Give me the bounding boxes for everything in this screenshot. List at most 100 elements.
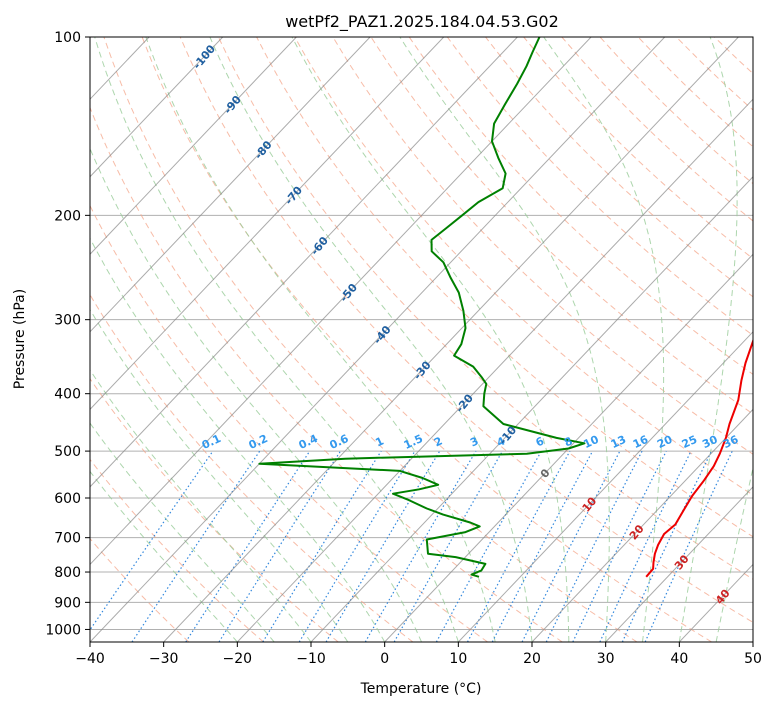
dry-adiabat-line bbox=[752, 37, 753, 39]
isotherm-line bbox=[90, 37, 518, 488]
x-tick-label: −20 bbox=[223, 651, 253, 667]
moist-adiabat-line bbox=[678, 37, 738, 642]
mixing-ratio-line bbox=[185, 450, 311, 642]
dry-adiabat-line bbox=[90, 458, 264, 642]
mixing-ratio-label: 2 bbox=[432, 434, 444, 449]
isotherm-line bbox=[531, 408, 753, 642]
isotherm-line bbox=[752, 641, 753, 642]
plot-frame bbox=[89, 36, 754, 643]
mixing-ratio-label: 0.4 bbox=[297, 432, 320, 452]
mixing-ratio-label: 30 bbox=[700, 433, 720, 451]
dry-adiabat-line bbox=[294, 37, 753, 496]
dry-adiabat-line bbox=[408, 37, 753, 375]
x-tick-label: 10 bbox=[449, 651, 467, 667]
moist-adiabat-line bbox=[90, 422, 275, 642]
x-tick-label: 50 bbox=[744, 651, 762, 667]
x-tick-label: 20 bbox=[523, 651, 541, 667]
y-tick-label: 1000 bbox=[45, 622, 81, 638]
mixing-ratio-label: 16 bbox=[631, 433, 651, 451]
moist-adiabat-line bbox=[90, 470, 238, 642]
mixing-ratio-line bbox=[262, 450, 382, 642]
sounding-series bbox=[258, 37, 753, 578]
dry-adiabats bbox=[90, 37, 753, 642]
x-tick-label: 30 bbox=[597, 651, 615, 667]
y-tick-label: 300 bbox=[54, 313, 81, 329]
y-tick-label: 700 bbox=[54, 531, 81, 547]
x-tick-label: −30 bbox=[149, 651, 179, 667]
moist-adiabat-line bbox=[209, 37, 533, 642]
isotherm-line bbox=[457, 331, 753, 642]
x-tick-label: −40 bbox=[75, 651, 105, 667]
x-tick-label: −10 bbox=[296, 651, 326, 667]
chart-title: wetPf2_PAZ1.2025.184.04.53.G02 bbox=[285, 12, 559, 32]
moist-adiabats bbox=[90, 37, 753, 642]
dry-adiabat-line bbox=[90, 204, 488, 642]
dry-adiabat-line bbox=[599, 37, 753, 185]
moist-adiabat-line bbox=[145, 37, 496, 642]
y-tick-label: 900 bbox=[54, 595, 81, 611]
isotherm-line bbox=[90, 37, 445, 411]
mixing-ratio-label: 13 bbox=[609, 433, 628, 451]
moist-adiabat-line bbox=[715, 465, 753, 642]
mixing-ratio-line bbox=[393, 450, 504, 642]
temperature-profile-line bbox=[645, 338, 753, 578]
isotherm-line bbox=[678, 563, 753, 642]
dry-adiabat-line bbox=[561, 37, 753, 222]
mixing-ratio-line bbox=[599, 450, 692, 642]
isotherm-line bbox=[236, 98, 753, 642]
isotherms bbox=[0, 37, 753, 642]
dry-adiabat-line bbox=[141, 37, 712, 642]
dry-adiabat-line bbox=[256, 37, 753, 538]
mixing-ratio-label: 20 bbox=[655, 433, 675, 451]
mixing-ratio-line bbox=[90, 450, 214, 631]
mixing-ratio-label: 0.1 bbox=[200, 432, 223, 452]
x-axis-ticks: −40 −30 −20 −10 0 10 20 30 40 50 bbox=[75, 642, 762, 667]
dewpoint-profile-line bbox=[258, 37, 586, 578]
mixing-ratio-label: 25 bbox=[680, 433, 699, 451]
y-tick-label: 500 bbox=[54, 444, 81, 460]
isotherm-line bbox=[90, 37, 371, 333]
dry-adiabat-line bbox=[332, 37, 753, 455]
mixing-ratio-label: 1 bbox=[373, 434, 385, 449]
mixing-ratio-label: 3 bbox=[468, 434, 480, 449]
moist-adiabat-line bbox=[94, 37, 459, 642]
dry-adiabat-line bbox=[179, 37, 753, 623]
isotherm-line bbox=[90, 37, 297, 256]
mixing-ratio-line bbox=[364, 450, 477, 642]
dry-adiabat-line bbox=[370, 37, 753, 415]
mixing-ratio-label: 10 bbox=[581, 433, 601, 451]
moist-adiabat-line bbox=[399, 37, 610, 642]
moist-adiabat-line bbox=[543, 37, 665, 642]
moist-adiabat-line bbox=[90, 237, 386, 642]
mixing-ratio-line bbox=[572, 450, 667, 642]
isotherm-line bbox=[605, 486, 753, 642]
y-tick-label: 100 bbox=[54, 30, 81, 46]
mixing-ratio-label: 36 bbox=[721, 433, 741, 451]
mixing-ratio-lines bbox=[90, 450, 733, 642]
y-tick-label: 200 bbox=[54, 208, 81, 224]
x-axis-label: Temperature (°C) bbox=[360, 681, 482, 697]
dry-adiabat-line bbox=[90, 377, 339, 642]
dry-adiabat-line bbox=[90, 537, 190, 642]
dry-adiabat-line bbox=[637, 37, 753, 148]
dry-adiabat-line bbox=[217, 37, 753, 580]
isotherm-line bbox=[90, 37, 224, 178]
moist-adiabat-line bbox=[90, 308, 349, 642]
mixing-ratio-line bbox=[325, 450, 441, 642]
isotherm-line bbox=[310, 176, 753, 642]
mixing-ratio-line bbox=[466, 450, 571, 642]
x-tick-label: 0 bbox=[380, 651, 389, 667]
isotherm-line bbox=[90, 37, 592, 566]
mixing-ratio-line bbox=[131, 450, 261, 642]
isotherm-line bbox=[163, 37, 739, 642]
isotherm-line bbox=[384, 253, 753, 642]
mixing-ratio-line bbox=[545, 450, 643, 642]
isotherm-line bbox=[0, 37, 2, 642]
y-tick-label: 800 bbox=[54, 565, 81, 581]
y-tick-label: 600 bbox=[54, 491, 81, 507]
isotherm-line bbox=[90, 37, 666, 642]
x-tick-label: 40 bbox=[670, 651, 688, 667]
plot-area: 0.1 0.2 0.4 0.6 1 1.5 2 3 4 6 8 10 13 16 20 25 30 36-100-… bbox=[0, 37, 753, 642]
y-tick-label: 400 bbox=[54, 387, 81, 403]
